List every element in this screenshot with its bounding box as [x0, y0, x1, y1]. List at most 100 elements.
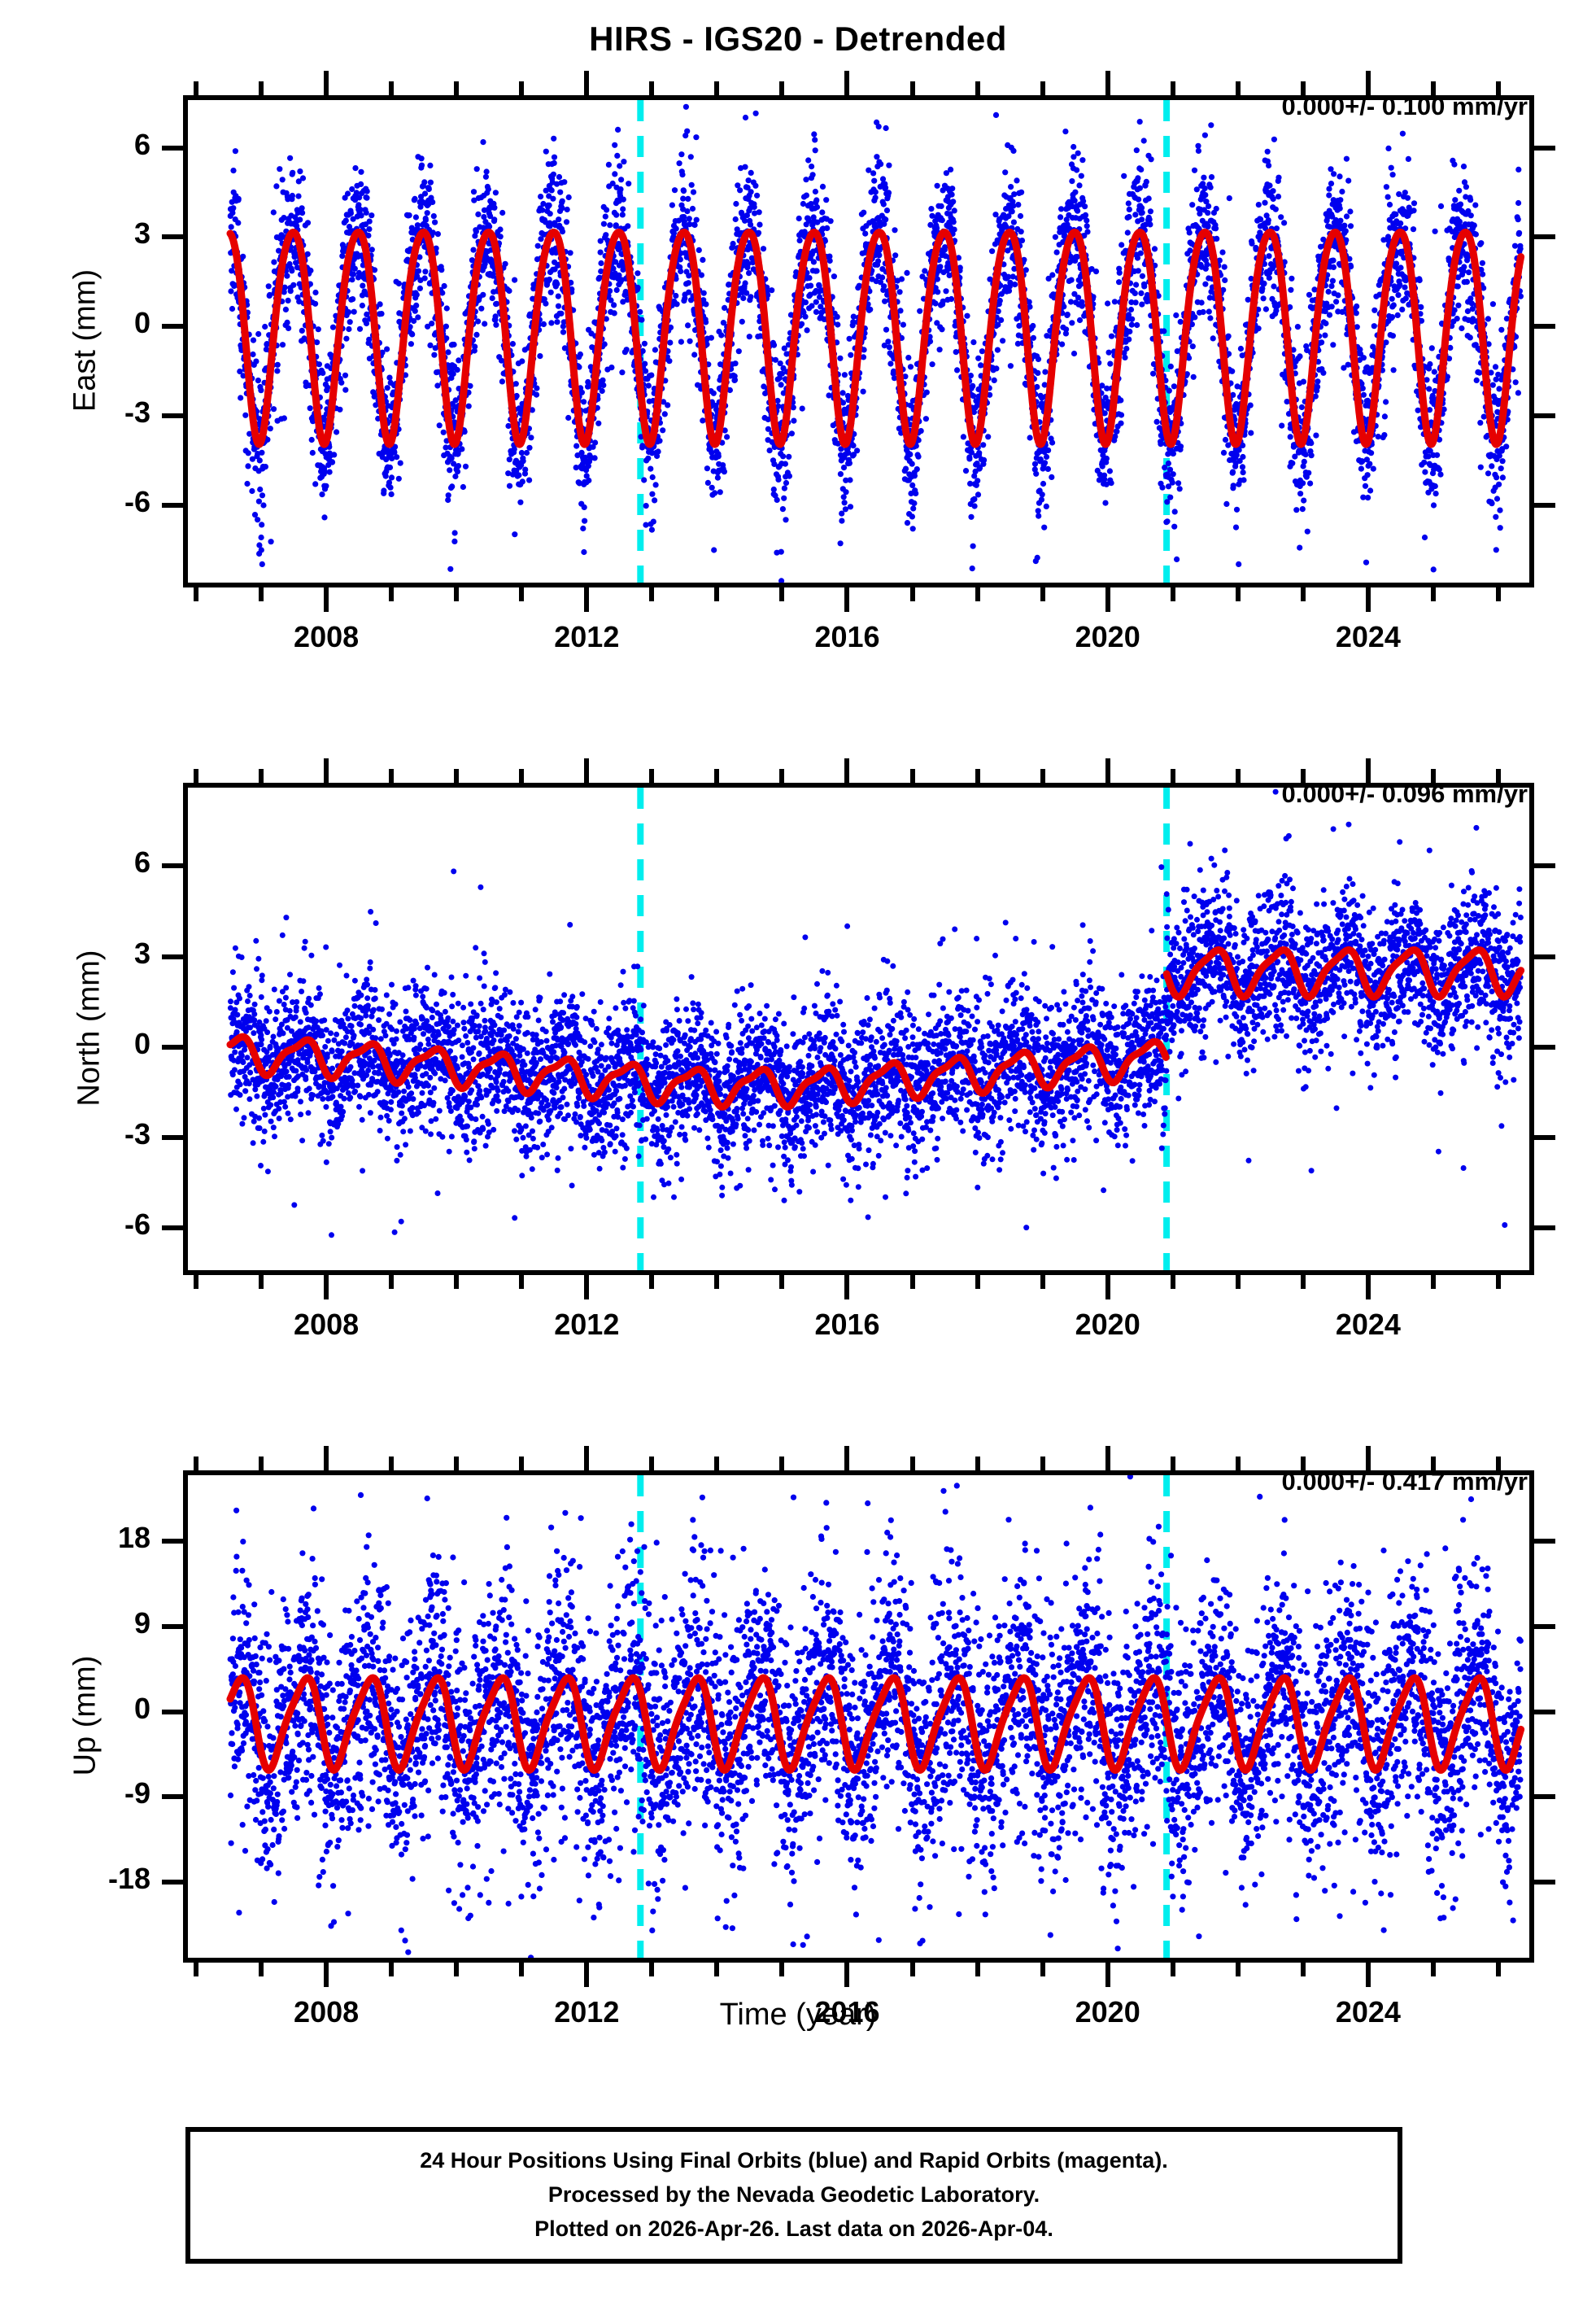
- x-minor-tick-east-2014: [714, 587, 719, 601]
- x-tick-label-up-1: 2012: [554, 1995, 620, 2029]
- x-tick-label-up-0: 2008: [294, 1995, 360, 2029]
- x-minor-tick-north-2022: [1236, 1275, 1241, 1289]
- x-major-tick-east-2016: [844, 587, 849, 612]
- x-tick-label-north-1: 2012: [554, 1308, 620, 1341]
- x-minor-tick-north-2013: [649, 1275, 654, 1289]
- x-major-tick-top-up-2016: [844, 1446, 849, 1470]
- panel-up: 0.000+/- 0.417 mm/yr: [183, 1467, 1534, 1963]
- y-tick-right-north-2: [1534, 1045, 1555, 1050]
- x-minor-tick-top-north-2018: [975, 769, 980, 783]
- x-major-tick-top-north-2012: [584, 758, 589, 783]
- x-major-tick-east-2008: [324, 587, 329, 612]
- x-major-tick-up-2012: [584, 1963, 589, 1987]
- x-major-tick-up-2016: [844, 1963, 849, 1987]
- x-minor-tick-north-2018: [975, 1275, 980, 1289]
- y-tick-label-east-2: 0: [133, 306, 150, 340]
- y-tick-label-north-4: -6: [124, 1208, 150, 1242]
- x-tick-label-north-4: 2024: [1335, 1308, 1401, 1341]
- x-minor-tick-up-2006: [194, 1963, 198, 1976]
- x-minor-tick-north-2006: [194, 1275, 198, 1289]
- x-major-tick-top-east-2012: [584, 71, 589, 95]
- y-tick-label-up-3: -9: [124, 1776, 150, 1810]
- x-minor-tick-up-2009: [389, 1963, 394, 1976]
- x-tick-label-east-3: 2020: [1075, 620, 1140, 653]
- x-minor-tick-top-up-2018: [975, 1457, 980, 1470]
- data-points-north: [227, 788, 1524, 1238]
- x-minor-tick-north-2017: [910, 1275, 915, 1289]
- x-minor-tick-north-2010: [454, 1275, 459, 1289]
- x-minor-tick-top-north-2021: [1171, 769, 1175, 783]
- y-tick-right-north-0: [1534, 863, 1555, 868]
- x-tick-label-north-2: 2016: [814, 1308, 880, 1341]
- y-tick-right-up-1: [1534, 1624, 1555, 1629]
- x-major-tick-top-up-2008: [324, 1446, 329, 1470]
- y-tick-right-north-4: [1534, 1225, 1555, 1230]
- x-tick-label-north-0: 2008: [294, 1308, 360, 1341]
- x-minor-tick-north-2023: [1301, 1275, 1306, 1289]
- x-minor-tick-top-up-2022: [1236, 1457, 1241, 1470]
- x-minor-tick-top-up-2010: [454, 1457, 459, 1470]
- y-tick-up-4: [162, 1880, 183, 1885]
- panel-east: 0.000+/- 0.100 mm/yr: [183, 92, 1534, 587]
- x-minor-tick-top-east-2019: [1040, 81, 1045, 95]
- x-minor-tick-up-2014: [714, 1963, 719, 1976]
- x-minor-tick-east-2026: [1496, 587, 1501, 601]
- x-minor-tick-top-up-2023: [1301, 1457, 1306, 1470]
- y-tick-label-north-3: -3: [124, 1116, 150, 1151]
- x-minor-tick-top-east-2011: [519, 81, 524, 95]
- x-minor-tick-top-north-2013: [649, 769, 654, 783]
- x-minor-tick-east-2023: [1301, 587, 1306, 601]
- x-major-tick-up-2024: [1366, 1963, 1371, 1987]
- y-tick-label-up-4: -18: [107, 1861, 150, 1895]
- x-minor-tick-top-north-2009: [389, 769, 394, 783]
- x-major-tick-north-2020: [1105, 1275, 1110, 1299]
- x-tick-label-east-4: 2024: [1335, 620, 1401, 653]
- y-tick-east-2: [162, 324, 183, 329]
- x-minor-tick-up-2021: [1171, 1963, 1175, 1976]
- x-minor-tick-east-2025: [1431, 587, 1436, 601]
- x-major-tick-top-up-2020: [1105, 1446, 1110, 1470]
- x-minor-tick-top-east-2023: [1301, 81, 1306, 95]
- x-minor-tick-east-2011: [519, 587, 524, 601]
- y-tick-label-north-1: 3: [133, 936, 150, 970]
- x-minor-tick-top-east-2025: [1431, 81, 1436, 95]
- x-minor-tick-top-north-2026: [1496, 769, 1501, 783]
- x-major-tick-north-2012: [584, 1275, 589, 1299]
- y-tick-east-3: [162, 413, 183, 418]
- x-tick-label-up-4: 2024: [1335, 1995, 1401, 2029]
- x-minor-tick-top-east-2021: [1171, 81, 1175, 95]
- x-tick-label-up-2: 2016: [814, 1995, 880, 2029]
- x-minor-tick-up-2023: [1301, 1963, 1306, 1976]
- y-tick-label-up-1: 9: [133, 1606, 150, 1640]
- model-fit-east: [226, 229, 1525, 448]
- x-major-tick-east-2020: [1105, 587, 1110, 612]
- x-minor-tick-east-2021: [1171, 587, 1175, 601]
- x-minor-tick-east-2010: [454, 587, 459, 601]
- y-tick-right-up-4: [1534, 1880, 1555, 1885]
- x-minor-tick-east-2009: [389, 587, 394, 601]
- y-tick-right-east-2: [1534, 324, 1555, 329]
- x-minor-tick-east-2017: [910, 587, 915, 601]
- y-tick-right-north-1: [1534, 954, 1555, 959]
- x-minor-tick-top-up-2026: [1496, 1457, 1501, 1470]
- x-minor-tick-up-2022: [1236, 1963, 1241, 1976]
- footer-line-2: Processed by the Nevada Geodetic Laborat…: [547, 2182, 1040, 2208]
- x-minor-tick-top-up-2011: [519, 1457, 524, 1470]
- x-minor-tick-north-2015: [779, 1275, 784, 1289]
- x-major-tick-north-2016: [844, 1275, 849, 1299]
- x-minor-tick-top-north-2006: [194, 769, 198, 783]
- y-tick-label-east-3: -3: [124, 395, 150, 429]
- x-minor-tick-top-east-2006: [194, 81, 198, 95]
- x-major-tick-top-north-2024: [1366, 758, 1371, 783]
- panel-north: 0.000+/- 0.096 mm/yr: [183, 780, 1534, 1275]
- x-major-tick-top-east-2024: [1366, 71, 1371, 95]
- model-fit-north: [226, 946, 1525, 1111]
- y-tick-north-2: [162, 1045, 183, 1050]
- x-minor-tick-top-up-2025: [1431, 1457, 1436, 1470]
- x-major-tick-north-2024: [1366, 1275, 1371, 1299]
- x-minor-tick-north-2009: [389, 1275, 394, 1289]
- x-major-tick-east-2012: [584, 587, 589, 612]
- x-major-tick-up-2008: [324, 1963, 329, 1987]
- x-minor-tick-east-2015: [779, 587, 784, 601]
